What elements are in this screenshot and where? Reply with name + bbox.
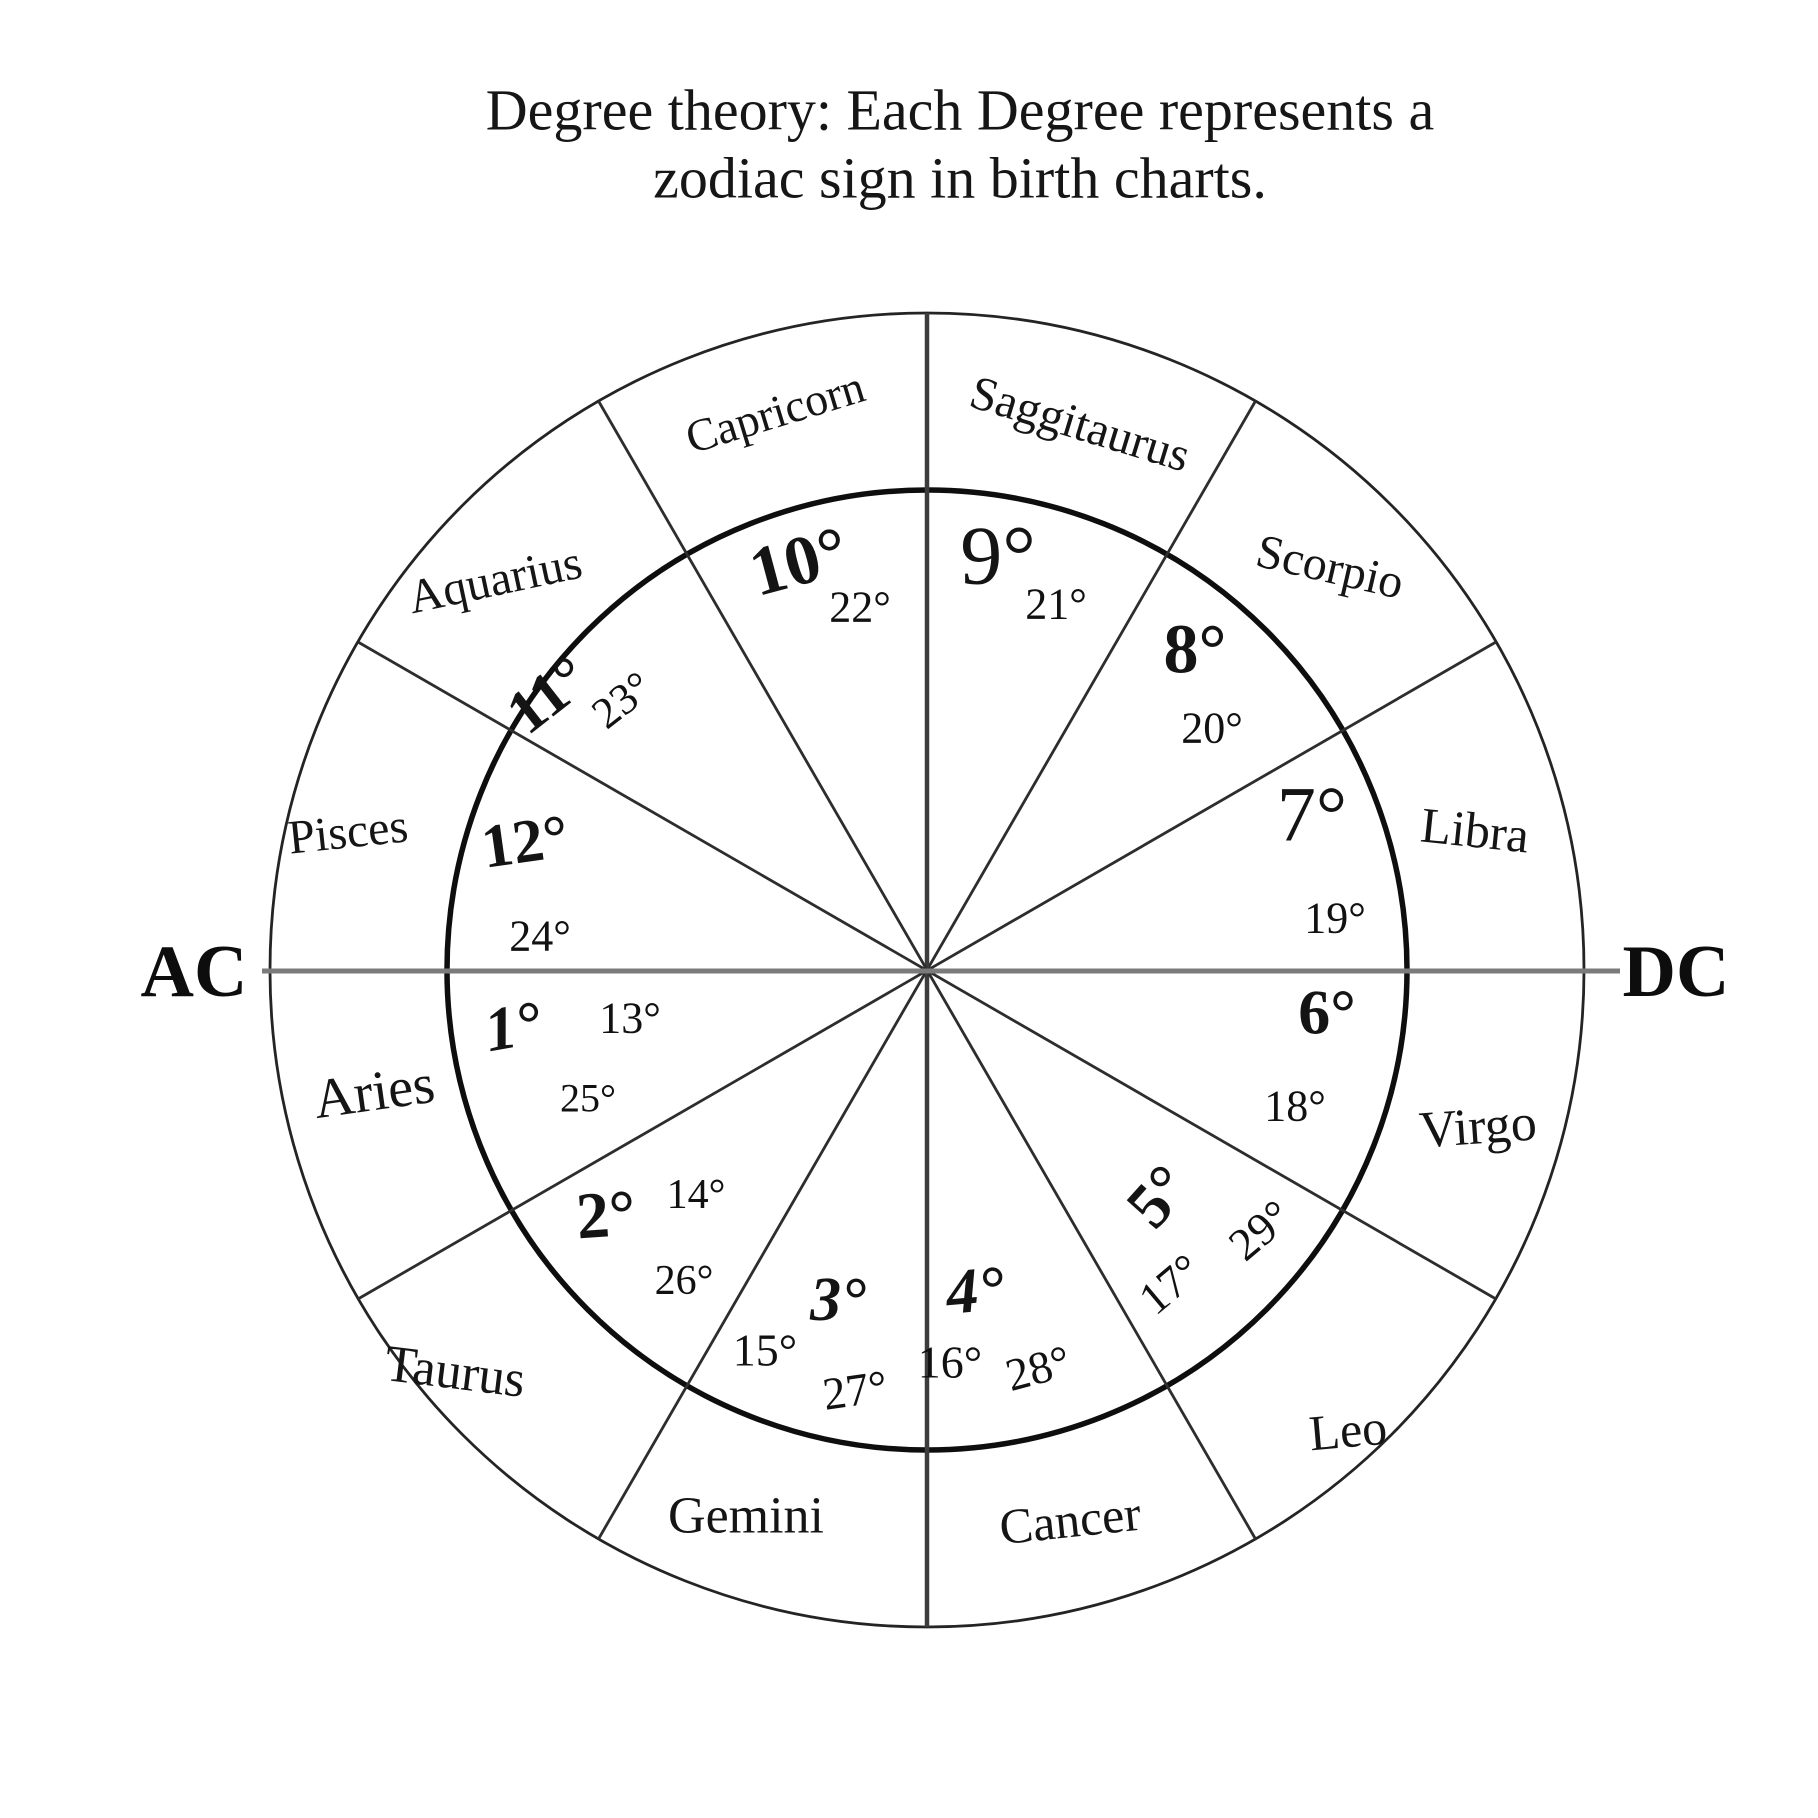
degree-secondary-saggitaurus: 21° — [1025, 580, 1087, 629]
sign-label-leo: Leo — [1307, 1399, 1389, 1462]
degree-tertiary-taurus: 26° — [655, 1258, 714, 1304]
degree-main-cancer: 4° — [942, 1252, 1007, 1328]
degree-secondary-cancer: 16° — [918, 1337, 982, 1388]
degree-secondary-scorpio: 20° — [1181, 704, 1243, 753]
sign-label-aries: Aries — [310, 1053, 439, 1131]
degree-secondary-aquarius: 23° — [583, 662, 662, 739]
degree-tertiary-gemini: 27° — [820, 1360, 891, 1419]
degree-tertiary-leo: 29° — [1219, 1190, 1301, 1270]
secondary-degree-labels: 13° 14° 15° 16° 17° 18° 19° 20° 21° 22° … — [509, 580, 1366, 1388]
degree-main-gemini: 3° — [809, 1266, 866, 1334]
degree-main-pisces: 12° — [477, 802, 572, 881]
sign-label-aquarius: Aquarius — [403, 536, 586, 624]
ascendant-label: AC — [141, 931, 248, 1013]
degree-secondary-capricorn: 22° — [829, 583, 891, 632]
sign-label-capricorn: Capricorn — [680, 361, 871, 464]
degree-tertiary-cancer: 28° — [1000, 1335, 1075, 1401]
sign-label-libra: Libra — [1418, 796, 1532, 863]
degree-main-virgo: 6° — [1298, 977, 1356, 1048]
degree-main-scorpio: 8° — [1164, 612, 1227, 689]
page-title-line1: Degree theory: Each Degree represents a — [486, 78, 1434, 143]
degree-secondary-aries: 13° — [599, 994, 661, 1043]
sign-label-saggitaurus: Saggitaurus — [964, 366, 1196, 483]
degree-main-saggitaurus: 9° — [960, 510, 1036, 603]
degree-secondary-taurus: 14° — [667, 1172, 726, 1218]
wheel-structure — [262, 311, 1620, 1629]
sign-label-scorpio: Scorpio — [1251, 524, 1408, 609]
degree-secondary-libra: 19° — [1304, 894, 1366, 943]
sign-label-gemini: Gemini — [668, 1488, 824, 1545]
sign-labels: Aries Taurus Gemini Cancer Leo Virgo Lib… — [286, 361, 1539, 1556]
sign-label-virgo: Virgo — [1418, 1094, 1539, 1159]
degree-secondary-gemini: 15° — [733, 1325, 797, 1376]
degree-secondary-pisces: 24° — [509, 912, 571, 961]
degree-secondary-virgo: 18° — [1264, 1082, 1326, 1131]
degree-tertiary-aries: 25° — [560, 1076, 616, 1121]
degree-main-aries: 1° — [480, 989, 547, 1066]
degree-main-libra: 7° — [1277, 771, 1347, 858]
degree-secondary-leo: 17° — [1129, 1244, 1211, 1324]
sign-label-taurus: Taurus — [382, 1335, 529, 1409]
degree-main-leo: 5° — [1112, 1151, 1203, 1241]
page-title-line2: zodiac sign in birth charts. — [653, 146, 1267, 211]
sign-label-pisces: Pisces — [286, 799, 411, 864]
descendant-label: DC — [1623, 931, 1730, 1013]
main-degree-labels: 1° 2° 3° 4° 5° 6° 7° 8° 9° 10° 11° 12° — [477, 510, 1356, 1335]
sign-label-cancer: Cancer — [997, 1485, 1144, 1556]
degree-main-taurus: 2° — [574, 1177, 638, 1254]
